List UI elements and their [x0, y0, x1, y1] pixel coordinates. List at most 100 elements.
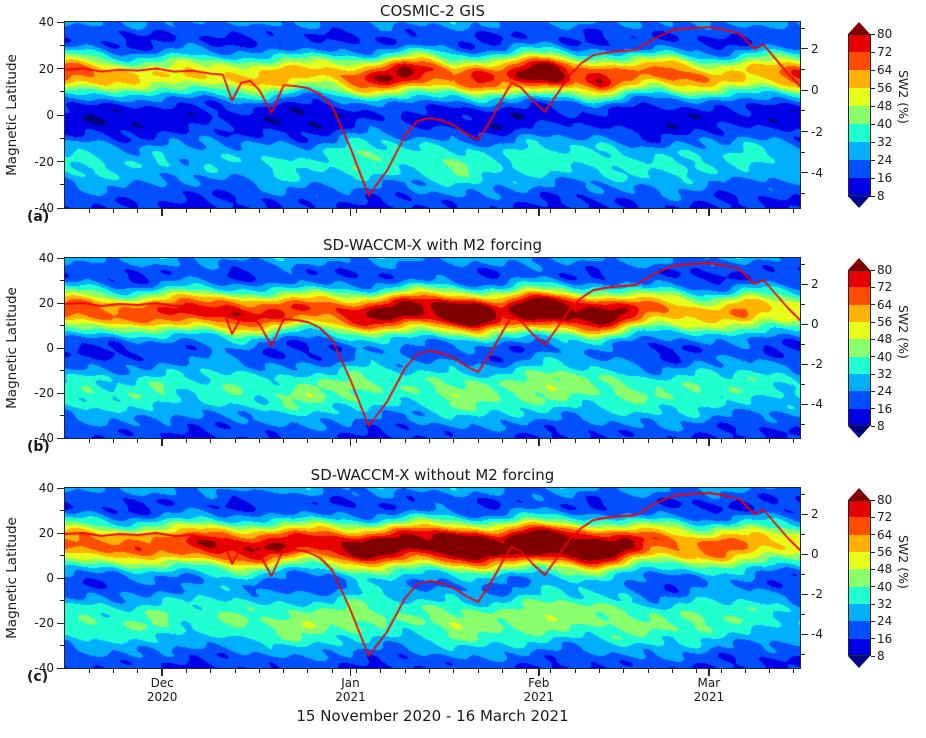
- x-minor-tick: [380, 209, 382, 213]
- x-minor-tick: [453, 439, 455, 443]
- x-minor-tick: [550, 209, 552, 213]
- x-minor-tick: [380, 439, 382, 443]
- right-major-tick: [801, 323, 808, 325]
- x-minor-tick: [88, 209, 90, 213]
- y-major-tick: [57, 667, 64, 669]
- y-minor-tick: [60, 91, 64, 93]
- colorbar-segment: [848, 52, 871, 71]
- colorbar-segment: [848, 70, 871, 89]
- right-minor-tick: [801, 27, 805, 29]
- colorbar-tick-label: 24: [877, 153, 893, 167]
- x-major-tick: [708, 669, 710, 676]
- colorbar-tick: [871, 123, 875, 125]
- right-major-tick: [801, 513, 808, 515]
- panel-b-colorbar-label: SW2 (%): [896, 305, 911, 359]
- x-minor-tick: [185, 439, 187, 443]
- colorbar-tick-label: 56: [877, 545, 893, 559]
- y-minor-tick: [60, 370, 64, 371]
- y-tick-label: 20: [38, 61, 54, 76]
- x-minor-tick: [769, 669, 771, 673]
- x-minor-tick: [113, 669, 115, 673]
- x-minor-tick: [185, 209, 187, 213]
- x-minor-tick: [574, 439, 576, 443]
- x-minor-tick: [599, 439, 601, 443]
- y-major-tick: [57, 114, 64, 116]
- colorbar-tick: [871, 177, 875, 179]
- x-minor-tick: [258, 669, 260, 673]
- y-tick-label: 40: [38, 251, 54, 265]
- x-minor-tick: [331, 209, 333, 213]
- colorbar-tick-label: 48: [877, 99, 893, 113]
- x-month-label: Feb 2021: [504, 676, 574, 704]
- y-tick-label: 0: [46, 571, 54, 585]
- colorbar-segment: [848, 270, 871, 288]
- colorbar-tick-label: 40: [877, 579, 893, 594]
- x-minor-tick: [356, 209, 358, 213]
- x-minor-tick: [623, 439, 625, 443]
- x-minor-tick: [428, 669, 430, 673]
- x-minor-tick: [331, 439, 333, 443]
- right-minor-tick: [801, 653, 805, 655]
- x-minor-tick: [356, 439, 358, 443]
- x-minor-tick: [428, 209, 430, 213]
- x-minor-tick: [137, 669, 139, 673]
- colorbar-tick-label: 72: [877, 510, 893, 525]
- right-tick-label: 0: [811, 83, 819, 98]
- right-major-tick: [801, 593, 808, 595]
- colorbar-tick: [871, 373, 875, 375]
- y-tick-label: 40: [38, 15, 54, 29]
- y-tick-label: -20: [34, 386, 54, 400]
- right-minor-tick: [801, 383, 805, 385]
- y-tick-label: -40: [34, 201, 54, 215]
- x-month-label-line: Feb: [528, 676, 550, 690]
- x-minor-tick: [744, 439, 746, 443]
- x-major-tick: [161, 209, 163, 216]
- y-major-tick: [57, 392, 64, 394]
- right-tick-label: 0: [811, 547, 819, 561]
- x-minor-tick: [234, 439, 236, 443]
- panel-c-colorbar-label: SW2 (%): [896, 535, 911, 589]
- x-month-label-line: Mar: [697, 676, 721, 690]
- colorbar-tick-label: 64: [877, 63, 893, 77]
- colorbar-tick-label: 56: [877, 81, 893, 95]
- right-tick-label: -2: [811, 124, 823, 139]
- x-minor-tick: [258, 209, 260, 213]
- x-axis-label: 15 November 2020 - 16 March 2021: [296, 707, 569, 725]
- panel-a-tag: (a): [27, 209, 50, 225]
- colorbar-tick: [871, 638, 875, 640]
- right-minor-tick: [801, 303, 805, 305]
- x-month-label: Dec 2020: [127, 676, 197, 704]
- x-minor-tick: [550, 669, 552, 673]
- right-tick-label: -2: [811, 587, 823, 601]
- y-major-tick: [57, 207, 64, 209]
- y-major-tick: [57, 257, 64, 259]
- x-minor-tick: [88, 669, 90, 673]
- x-minor-tick: [185, 669, 187, 673]
- y-major-tick: [57, 347, 64, 349]
- right-major-tick: [801, 363, 808, 365]
- colorbar-segment: [848, 586, 871, 605]
- colorbar-segment: [848, 160, 871, 179]
- x-major-tick: [538, 669, 540, 676]
- x-minor-tick: [283, 669, 285, 673]
- y-minor-tick: [60, 184, 64, 186]
- x-minor-tick: [234, 209, 236, 213]
- colorbar-upper-arrow: [848, 258, 870, 270]
- x-minor-tick: [769, 209, 771, 213]
- panel-a-colorbar-label: SW2 (%): [896, 70, 911, 124]
- colorbar-tick-label: 8: [877, 419, 885, 433]
- y-major-tick: [57, 437, 64, 439]
- y-tick-label: 40: [38, 481, 54, 495]
- x-minor-tick: [696, 439, 698, 443]
- colorbar-frame: [848, 270, 871, 426]
- x-major-tick: [538, 439, 540, 446]
- colorbar-tick: [871, 51, 875, 53]
- x-minor-tick: [647, 209, 649, 213]
- x-minor-tick: [720, 439, 722, 443]
- right-minor-tick: [801, 423, 805, 425]
- panel-b-heatmap-canvas: [65, 258, 800, 438]
- x-major-tick: [161, 669, 163, 676]
- colorbar-tick-label: 16: [877, 631, 893, 646]
- right-minor-tick: [801, 69, 805, 71]
